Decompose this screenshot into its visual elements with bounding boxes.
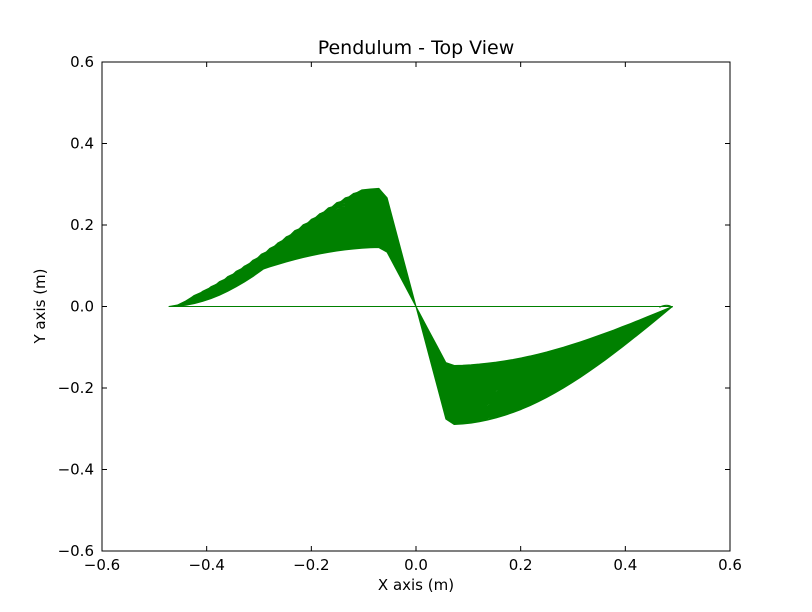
x-axis: −0.6 −0.4 −0.2 0.0 0.2 0.4 0.6 [84,62,742,574]
x-tick-label: 0.6 [718,556,742,574]
y-axis: −0.6 −0.4 −0.2 0.0 0.2 0.4 0.6 [58,53,730,560]
x-tick-label: 0.2 [509,556,533,574]
x-axis-label: X axis (m) [378,576,454,594]
y-tick-label: 0.2 [70,216,94,234]
chart-title: Pendulum - Top View [318,37,515,59]
x-tick-label: 0.4 [613,556,637,574]
x-tick-label: −0.4 [188,556,224,574]
y-tick-label: −0.2 [58,379,94,397]
trajectory-endpoint [659,304,673,308]
y-tick-label: 0.6 [70,53,94,71]
x-tick-label: −0.6 [84,556,120,574]
y-tick-label: −0.4 [58,461,94,479]
x-tick-label: 0.0 [404,556,428,574]
y-tick-label: 0.0 [70,298,94,316]
trajectory-series [168,187,673,426]
x-tick-label: −0.2 [293,556,329,574]
y-axis-label: Y axis (m) [31,268,49,344]
y-tick-label: −0.6 [58,542,94,560]
trajectory-line [168,187,673,426]
plot-area [101,61,731,552]
y-tick-label: 0.4 [70,135,94,153]
